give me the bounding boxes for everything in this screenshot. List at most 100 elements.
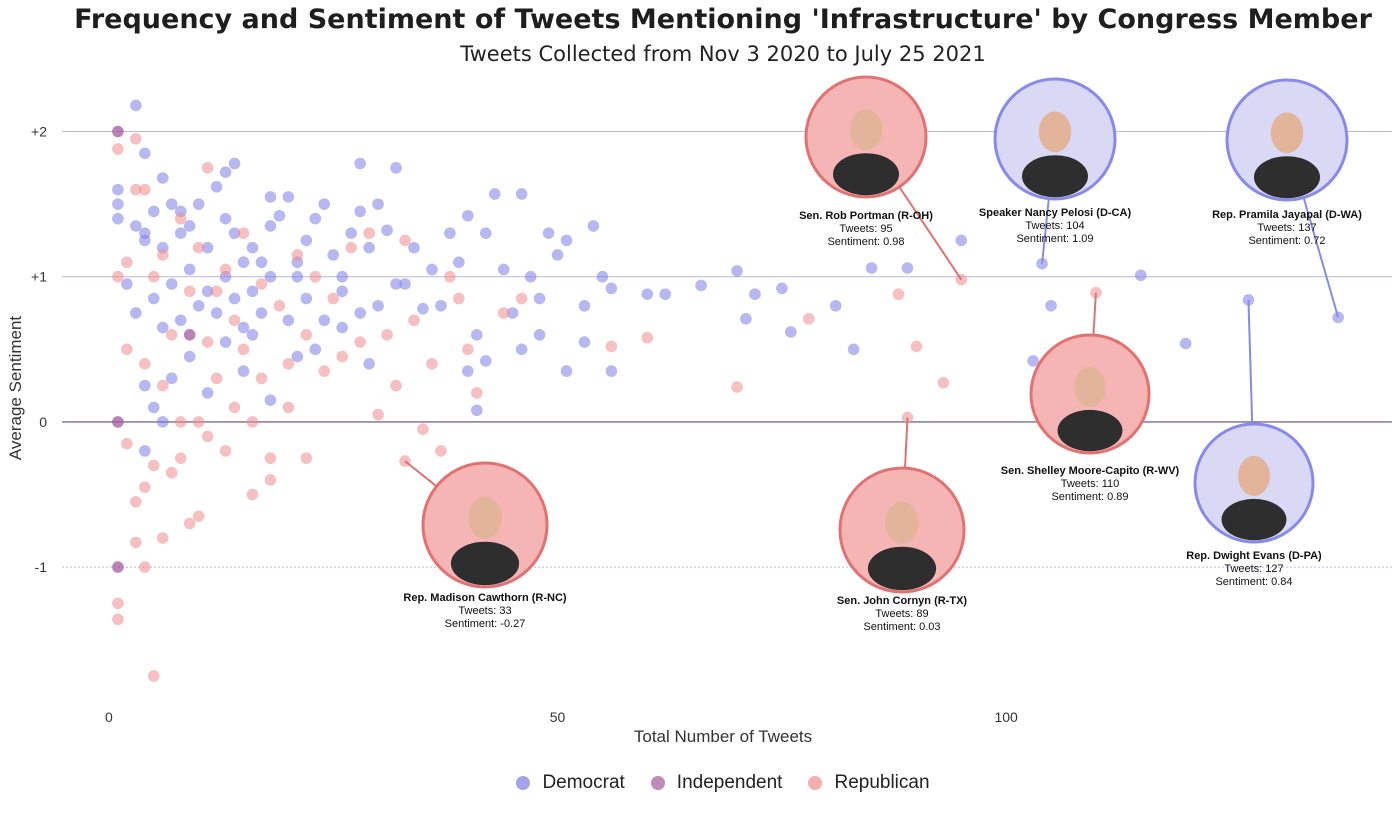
callout-stat: Tweets: 95 — [839, 223, 892, 235]
data-point — [219, 212, 232, 225]
data-point — [219, 263, 232, 276]
callout-leader — [898, 186, 963, 281]
data-point — [506, 307, 519, 319]
data-point — [453, 292, 465, 305]
data-point — [470, 387, 483, 399]
data-point — [112, 561, 124, 573]
legend-marker — [808, 776, 823, 790]
data-point — [228, 157, 241, 170]
legend-label: Independent — [676, 772, 783, 793]
data-point — [112, 416, 124, 428]
y-tick-label: +2 — [31, 124, 47, 140]
data-point — [354, 157, 366, 170]
data-point — [192, 241, 205, 254]
portrait-face — [849, 109, 883, 151]
data-point — [372, 299, 384, 312]
data-point — [174, 452, 187, 465]
callout-leader — [1092, 292, 1097, 336]
data-point — [139, 481, 151, 494]
chart-subtitle: Tweets Collected from Nov 3 2020 to July… — [460, 42, 986, 66]
data-point — [156, 321, 169, 334]
data-point — [174, 416, 187, 428]
callout-stat: Tweets: 110 — [1061, 478, 1120, 490]
data-point — [139, 379, 151, 392]
callout-name: Rep. Dwight Evans (D-PA) — [1186, 550, 1322, 562]
data-point — [183, 263, 196, 276]
data-point — [1242, 294, 1255, 306]
data-point — [210, 285, 223, 298]
data-point — [345, 241, 357, 254]
data-point — [1179, 337, 1192, 350]
data-point — [201, 430, 214, 443]
data-point — [246, 329, 259, 341]
data-point — [937, 376, 950, 389]
data-point — [749, 288, 761, 300]
data-point — [605, 282, 618, 295]
callout-stat: Sentiment: 0.89 — [1051, 491, 1128, 503]
callout-stat: Tweets: 127 — [1224, 563, 1283, 575]
legend-label: Democrat — [542, 772, 625, 793]
data-point — [462, 365, 474, 377]
data-point — [435, 445, 447, 457]
callout-stat: Sentiment: 0.98 — [827, 236, 904, 248]
data-point — [192, 416, 205, 428]
data-point — [327, 292, 340, 305]
data-point — [147, 292, 160, 305]
data-point — [910, 340, 923, 353]
data-point — [112, 270, 124, 283]
data-point — [112, 183, 124, 196]
data-point — [156, 416, 169, 428]
callout-stat: Sentiment: 0.84 — [1215, 576, 1292, 588]
data-point — [444, 227, 456, 239]
data-point — [255, 278, 268, 290]
data-point — [112, 597, 124, 610]
data-point — [399, 234, 411, 247]
portrait-shoulders — [1022, 155, 1088, 198]
legend-item: Republican — [808, 772, 930, 794]
data-point — [470, 404, 483, 417]
data-point — [121, 437, 133, 450]
data-point — [426, 263, 438, 276]
data-point — [121, 343, 133, 356]
data-point — [641, 288, 654, 300]
data-point — [112, 125, 124, 138]
data-point — [130, 133, 142, 145]
data-point — [578, 336, 591, 348]
data-point — [417, 423, 429, 435]
data-point — [309, 270, 322, 283]
x-axis-title: Total Number of Tweets — [634, 727, 812, 746]
data-point — [273, 209, 286, 222]
data-point — [309, 212, 322, 225]
data-point — [112, 198, 124, 210]
legend-label: Republican — [834, 772, 930, 793]
data-point — [829, 299, 842, 312]
data-point — [318, 314, 331, 327]
callout-stat: Tweets: 104 — [1025, 220, 1084, 232]
data-point — [291, 249, 304, 261]
data-point — [246, 416, 259, 428]
data-point — [363, 227, 375, 239]
portrait-face — [468, 496, 502, 539]
data-point — [139, 445, 151, 457]
legend-marker — [650, 776, 665, 790]
data-point — [560, 365, 573, 377]
data-point — [139, 358, 151, 370]
data-point — [587, 220, 600, 232]
callout-name: Sen. Rob Portman (R-OH) — [799, 210, 933, 222]
data-point — [228, 227, 241, 239]
data-point — [381, 224, 393, 237]
data-point — [273, 299, 286, 312]
data-point — [444, 270, 456, 283]
data-point — [1134, 269, 1147, 282]
portrait-shoulders — [1221, 498, 1287, 541]
data-point — [130, 183, 142, 196]
data-point — [354, 336, 366, 348]
data-point — [112, 212, 124, 225]
data-point — [865, 262, 878, 274]
data-point — [139, 561, 151, 573]
callout-name: Sen. Shelley Moore-Capito (R-WV) — [1001, 465, 1180, 477]
data-point — [533, 329, 546, 341]
data-point — [183, 285, 196, 298]
data-point — [255, 256, 268, 269]
